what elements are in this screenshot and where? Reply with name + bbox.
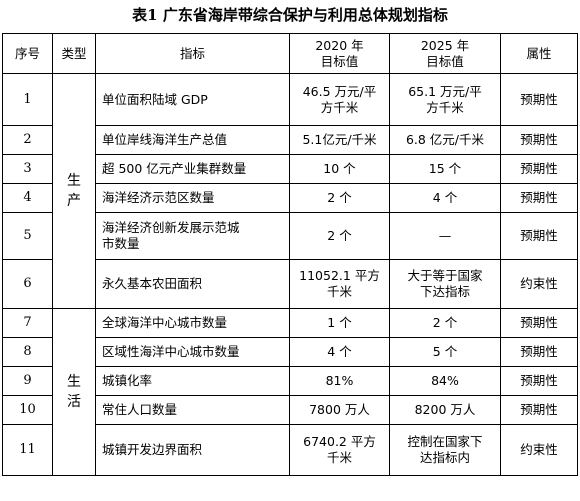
- indicator-cell: 单位面积陆域 GDP: [95, 73, 290, 126]
- header-attribute: 属性: [500, 33, 578, 74]
- table-row: 2 单位岸线海洋生产总值 5.1亿元/千米 6.8 亿元/千米 预期性: [2, 125, 578, 155]
- row-number: 3: [2, 154, 53, 184]
- table-row: 1 生产单位面积陆域 GDP 46.5 万元/平 方千米 65.1 万元/平 方千米 预期性: [2, 73, 578, 309]
- indicator-cell: 超 500 亿元产业集群数量: [95, 154, 290, 184]
- target-2020-cell: 6740.2 平方 千米: [289, 424, 390, 476]
- target-2025-cell: 15 个: [389, 154, 501, 184]
- target-2020-cell: 7800 万人: [289, 395, 390, 425]
- indicator-cell: 常住人口数量: [95, 395, 290, 425]
- target-2020-cell: 2 个: [289, 183, 390, 213]
- indicator-cell: 城镇化率: [95, 366, 290, 396]
- attribute-cell: 预期性: [500, 183, 578, 213]
- target-2020-cell: 46.5 万元/平 方千米: [289, 73, 390, 126]
- row-number: 4: [2, 183, 53, 213]
- indicator-cell: 海洋经济创新发展示范城 市数量: [95, 212, 290, 260]
- category-living: 生活: [52, 308, 96, 476]
- attribute-cell: 预期性: [500, 212, 578, 260]
- header-row: 序号 类型 指标 2020 年目标值 2025 年目标值 属性: [2, 33, 578, 74]
- table-row: 3 超 500 亿元产业集群数量 10 个 15 个预期性: [2, 154, 578, 184]
- header-seq: 序号: [2, 33, 53, 74]
- attribute-cell: 预期性: [500, 73, 578, 126]
- category-production: 生产: [52, 73, 96, 309]
- target-2025-cell: 6.8 亿元/千米: [389, 125, 501, 155]
- target-2025-cell: 2 个: [389, 308, 501, 338]
- header-target-2025: 2025 年目标值: [389, 33, 501, 74]
- target-2020-cell: 5.1亿元/千米: [289, 125, 390, 155]
- row-number: 1: [2, 73, 53, 126]
- row-number: 9: [2, 366, 53, 396]
- table-row: 11 城镇开发边界面积 6740.2 平方 千米 控制在国家下 达指标内 约束性: [2, 424, 578, 476]
- indicator-cell: 区域性海洋中心城市数量: [95, 337, 290, 367]
- target-2025-cell: —: [389, 212, 501, 260]
- target-2020-cell: 81%: [289, 366, 390, 396]
- target-2020-cell: 2 个: [289, 212, 390, 260]
- target-2020-cell: 4 个: [289, 337, 390, 367]
- row-number: 8: [2, 337, 53, 367]
- target-2025-cell: 4 个: [389, 183, 501, 213]
- header-indicator: 指标: [95, 33, 290, 74]
- table-row: 6 永久基本农田面积 11052.1 平方 千米 大于等于国家 下达指标 约束性: [2, 259, 578, 309]
- target-2025-cell: 65.1 万元/平 方千米: [389, 73, 501, 126]
- attribute-cell: 预期性: [500, 125, 578, 155]
- target-2025-cell: 大于等于国家 下达指标: [389, 259, 501, 309]
- indicator-cell: 单位岸线海洋生产总值: [95, 125, 290, 155]
- table-row: 5 海洋经济创新发展示范城 市数量 2 个 — 预期性: [2, 212, 578, 260]
- target-2020-cell: 10 个: [289, 154, 390, 184]
- header-target-2020: 2020 年目标值: [289, 33, 390, 74]
- table-title: 表1 广东省海岸带综合保护与利用总体规划指标: [132, 6, 448, 24]
- indicator-cell: 永久基本农田面积: [95, 259, 290, 309]
- indicator-cell: 城镇开发边界面积: [95, 424, 290, 476]
- attribute-cell: 预期性: [500, 395, 578, 425]
- target-2025-cell: 84%: [389, 366, 501, 396]
- attribute-cell: 预期性: [500, 308, 578, 338]
- attribute-cell: 约束性: [500, 259, 578, 309]
- row-number: 7: [2, 308, 53, 338]
- attribute-cell: 预期性: [500, 337, 578, 367]
- row-number: 6: [2, 259, 53, 309]
- indicator-cell: 海洋经济示范区数量: [95, 183, 290, 213]
- indicator-table: 序号 类型 指标 2020 年目标值 2025 年目标值 属性 1 生产单位面积陆…: [2, 33, 578, 476]
- header-type: 类型: [52, 33, 96, 74]
- target-2025-cell: 8200 万人: [389, 395, 501, 425]
- row-number: 11: [2, 424, 53, 476]
- target-2020-cell: 1 个: [289, 308, 390, 338]
- attribute-cell: 预期性: [500, 154, 578, 184]
- row-number: 10: [2, 395, 53, 425]
- attribute-cell: 预期性: [500, 366, 578, 396]
- target-2020-cell: 11052.1 平方 千米: [289, 259, 390, 309]
- row-number: 2: [2, 125, 53, 155]
- indicator-cell: 全球海洋中心城市数量: [95, 308, 290, 338]
- target-2025-cell: 5 个: [389, 337, 501, 367]
- row-number: 5: [2, 212, 53, 260]
- target-2025-cell: 控制在国家下 达指标内: [389, 424, 501, 476]
- attribute-cell: 约束性: [500, 424, 578, 476]
